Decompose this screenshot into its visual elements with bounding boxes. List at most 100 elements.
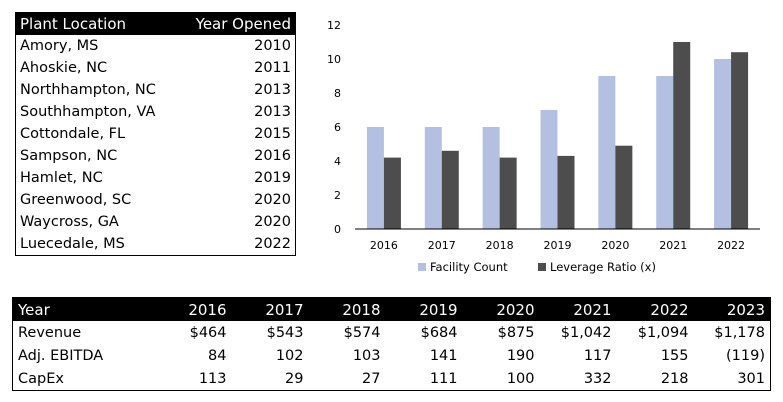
legend-label: Facility Count	[430, 260, 508, 274]
bar-leverage-ratio-x-2021	[673, 42, 691, 229]
table-cell: $543	[266, 324, 304, 341]
bar-leverage-ratio-x-2019	[557, 155, 575, 229]
table-cell: 100	[506, 370, 535, 387]
y-axis: 0 2 4 6 8 10 12	[327, 19, 341, 236]
table-cell: 111	[429, 370, 458, 387]
table-row: Sampson, NC 2016	[16, 145, 296, 167]
table-row: Southhampton, VA 2013	[16, 101, 296, 123]
x-axis: 2016 2017 2018 2019 2020 2021 2022	[370, 239, 745, 252]
legend-swatch	[538, 263, 546, 271]
y-tick-label: 12	[327, 19, 341, 32]
table-row: Ahoskie, NC 2011	[16, 57, 296, 79]
table-row: Amory, MS 2010	[16, 35, 296, 57]
year-2023-header: 2023	[693, 297, 771, 321]
bar-facility-count-2021	[656, 76, 674, 229]
bar-facility-count-2017	[424, 127, 442, 229]
bar-facility-count-2016	[366, 127, 384, 229]
table-row: Luecedale, MS 2022	[16, 233, 296, 256]
table-cell: $875	[497, 324, 535, 341]
plant-location-header: Plant Location	[15, 12, 156, 35]
table-row: Hamlet, NC 2019	[16, 167, 296, 189]
row-label: Revenue	[18, 324, 82, 341]
table-row-adj-ebitda: Adj. EBITDA 84 102 103 141 190 117 155 (…	[13, 344, 771, 367]
financials-table: Year 2016 2017 2018 2019 2020 2021 2022 …	[12, 297, 771, 391]
table-cell: $1,178	[714, 324, 765, 341]
bar-facility-count-2019	[540, 110, 558, 229]
plant-location: Northhampton, NC	[20, 82, 156, 98]
table-row: Waycross, GA 2020	[16, 211, 296, 233]
year-2018-header: 2018	[308, 297, 386, 321]
bar-facility-count-2022	[714, 59, 732, 229]
x-tick-label: 2020	[601, 239, 629, 252]
table-cell: (119)	[726, 347, 765, 364]
year-opened: 2011	[254, 60, 291, 76]
table-cell: 332	[583, 370, 612, 387]
bar-leverage-ratio-x-2022	[731, 52, 749, 230]
year-opened: 2020	[254, 214, 291, 230]
table-cell: 113	[198, 370, 227, 387]
plant-table-header: Plant Location Year Opened	[15, 12, 296, 35]
table-cell: $1,042	[560, 324, 612, 341]
plant-location: Luecedale, MS	[20, 236, 125, 252]
table-cell: $1,094	[637, 324, 689, 341]
x-tick-label: 2016	[370, 239, 398, 252]
y-tick-label: 8	[334, 87, 341, 100]
y-tick-label: 4	[334, 155, 341, 168]
row-label: CapEx	[18, 370, 64, 387]
y-tick-label: 10	[327, 53, 341, 66]
y-tick-label: 0	[334, 223, 341, 236]
year-opened: 2015	[254, 126, 291, 142]
year-opened-header: Year Opened	[155, 12, 296, 35]
table-cell: 301	[737, 370, 765, 387]
legend-swatch	[418, 263, 426, 271]
plant-location: Greenwood, SC	[20, 192, 132, 208]
bar-leverage-ratio-x-2018	[499, 157, 517, 229]
year-2019-header: 2019	[385, 297, 463, 321]
year-opened: 2022	[254, 236, 291, 252]
year-2020-header: 2020	[462, 297, 540, 321]
chart-legend: Facility Count Leverage Ratio (x)	[418, 260, 656, 274]
y-tick-label: 2	[334, 189, 341, 202]
bars	[366, 42, 749, 230]
year-2016-header: 2016	[154, 297, 232, 321]
legend-label: Leverage Ratio (x)	[550, 260, 656, 274]
plant-location: Southhampton, VA	[20, 104, 156, 120]
table-cell: 102	[275, 347, 304, 364]
table-cell: 84	[208, 347, 227, 364]
bar-leverage-ratio-x-2020	[615, 145, 633, 229]
x-tick-label: 2019	[544, 239, 572, 252]
table-cell: 141	[429, 347, 458, 364]
year-2021-header: 2021	[539, 297, 617, 321]
table-cell: 117	[583, 347, 612, 364]
plant-location-table: Plant Location Year Opened Amory, MS 2010…	[15, 12, 296, 256]
x-tick-label: 2017	[428, 239, 456, 252]
table-cell: 190	[506, 347, 535, 364]
year-opened: 2013	[254, 104, 291, 120]
x-tick-label: 2018	[486, 239, 514, 252]
table-cell: 218	[660, 370, 689, 387]
table-row: Greenwood, SC 2020	[16, 189, 296, 211]
year-opened: 2016	[254, 148, 291, 164]
table-cell: 155	[660, 347, 689, 364]
plant-location: Cottondale, FL	[20, 126, 126, 142]
table-row-capex: CapEx 113 29 27 111 100 332 218 301	[13, 367, 771, 391]
y-tick-label: 6	[334, 121, 341, 134]
table-cell: 29	[285, 370, 304, 387]
bar-leverage-ratio-x-2016	[383, 157, 401, 229]
bar-facility-count-2018	[482, 127, 500, 229]
table-row: Cottondale, FL 2015	[16, 123, 296, 145]
year-opened: 2019	[254, 170, 291, 186]
row-label: Adj. EBITDA	[18, 347, 104, 364]
plant-location: Hamlet, NC	[20, 170, 103, 186]
year-2017-header: 2017	[231, 297, 309, 321]
year-2022-header: 2022	[616, 297, 694, 321]
plant-location: Waycross, GA	[20, 214, 119, 230]
plant-location: Ahoskie, NC	[20, 60, 108, 76]
table-cell: $684	[420, 324, 458, 341]
bar-facility-count-2020	[598, 76, 616, 229]
table-cell: $464	[189, 324, 227, 341]
year-opened: 2010	[254, 38, 291, 54]
plant-location: Amory, MS	[20, 38, 99, 54]
facility-leverage-chart: 0 2 4 6 8 10 12 2016 2017 2018 2019 2020 2021 2022 F…	[327, 19, 760, 274]
year-opened: 2020	[254, 192, 291, 208]
